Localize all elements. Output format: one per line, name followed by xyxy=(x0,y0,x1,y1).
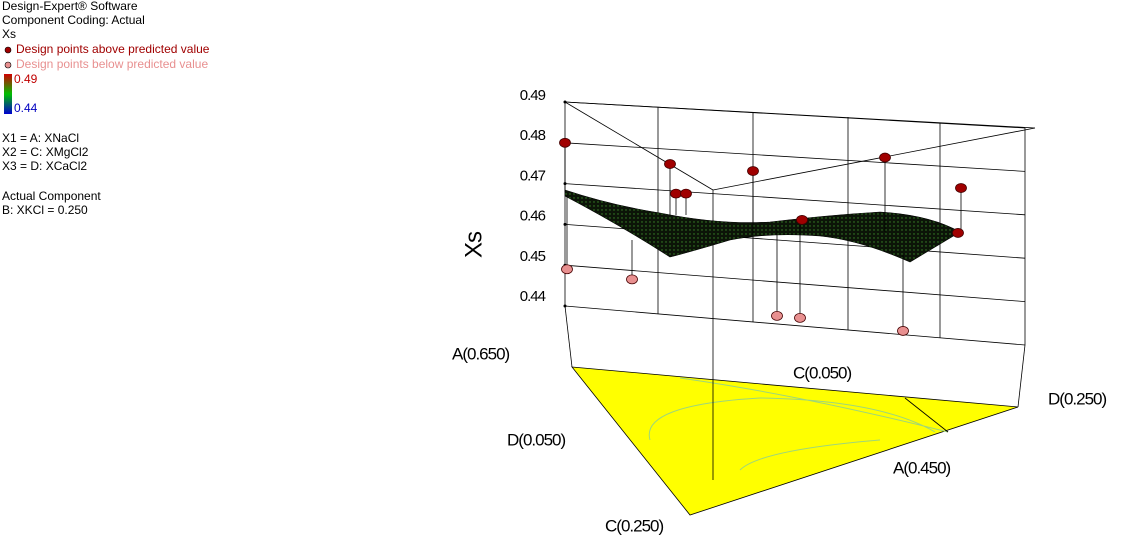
design-point xyxy=(664,159,676,169)
corner-label: D(0.250) xyxy=(1048,389,1106,408)
surface xyxy=(564,189,961,263)
z-tick-label: 0.48 xyxy=(520,127,546,144)
design-point xyxy=(955,183,967,193)
corner-label: C(0.050) xyxy=(793,363,851,382)
corner-label: A(0.650) xyxy=(452,344,510,363)
design-point xyxy=(747,166,759,176)
z-tick-label: 0.47 xyxy=(520,167,546,184)
factor: X2 = C: XMgCl2 xyxy=(2,145,89,159)
tick-mark xyxy=(563,222,567,226)
design-point xyxy=(796,215,808,225)
legend-label: Design points below predicted value xyxy=(16,57,208,71)
contour xyxy=(648,377,949,471)
design-point xyxy=(897,326,909,336)
design-point xyxy=(771,310,783,321)
actual-title: Actual Component xyxy=(2,189,101,203)
corner-label: C(0.250) xyxy=(605,516,663,535)
actual-component: B: XKCl = 0.250 xyxy=(2,203,88,217)
design-point xyxy=(680,188,692,199)
factor: X1 = A: XNaCl xyxy=(2,131,79,145)
design-point xyxy=(670,188,682,199)
color-max: 0.49 xyxy=(14,72,38,86)
info-line: Component Coding: Actual xyxy=(2,13,145,27)
design-point xyxy=(794,312,806,323)
color-min: 0.44 xyxy=(14,101,38,115)
response-name: Xs xyxy=(2,27,16,41)
grid-line xyxy=(564,183,1026,216)
tick-mark xyxy=(563,100,567,104)
color-bar xyxy=(4,74,12,114)
legend: Design points above predicted valueDesig… xyxy=(4,42,210,71)
grid: 0.44 0.45 0.46 0.47 0.48 0.49 xyxy=(520,87,1026,346)
design-point xyxy=(879,152,891,163)
corner-label: D(0.050) xyxy=(507,430,565,449)
z-tick-label: 0.49 xyxy=(520,87,546,104)
base-triangle xyxy=(571,366,1019,516)
corner-label: A(0.450) xyxy=(893,458,951,477)
grid-line xyxy=(564,305,1026,346)
tick-mark xyxy=(563,304,567,308)
info-line: Design-Expert® Software xyxy=(2,0,138,13)
grid-line xyxy=(564,101,1026,129)
z-axis-label: Xs xyxy=(460,231,487,258)
design-point xyxy=(559,137,571,148)
design-point xyxy=(561,264,573,275)
z-tick-label: 0.44 xyxy=(520,288,546,305)
factor: X3 = D: XCaCl2 xyxy=(2,159,87,173)
legend-marker xyxy=(4,46,12,54)
z-tick-label: 0.45 xyxy=(520,248,546,265)
legend-marker xyxy=(4,61,12,69)
design-points xyxy=(559,137,967,336)
edge xyxy=(904,397,949,433)
z-tick-label: 0.46 xyxy=(520,208,546,225)
legend-label: Design points above predicted value xyxy=(16,42,210,56)
grid-line xyxy=(564,264,1026,302)
design-point xyxy=(626,274,638,285)
grid-line xyxy=(564,142,1026,172)
design-point xyxy=(952,228,964,238)
